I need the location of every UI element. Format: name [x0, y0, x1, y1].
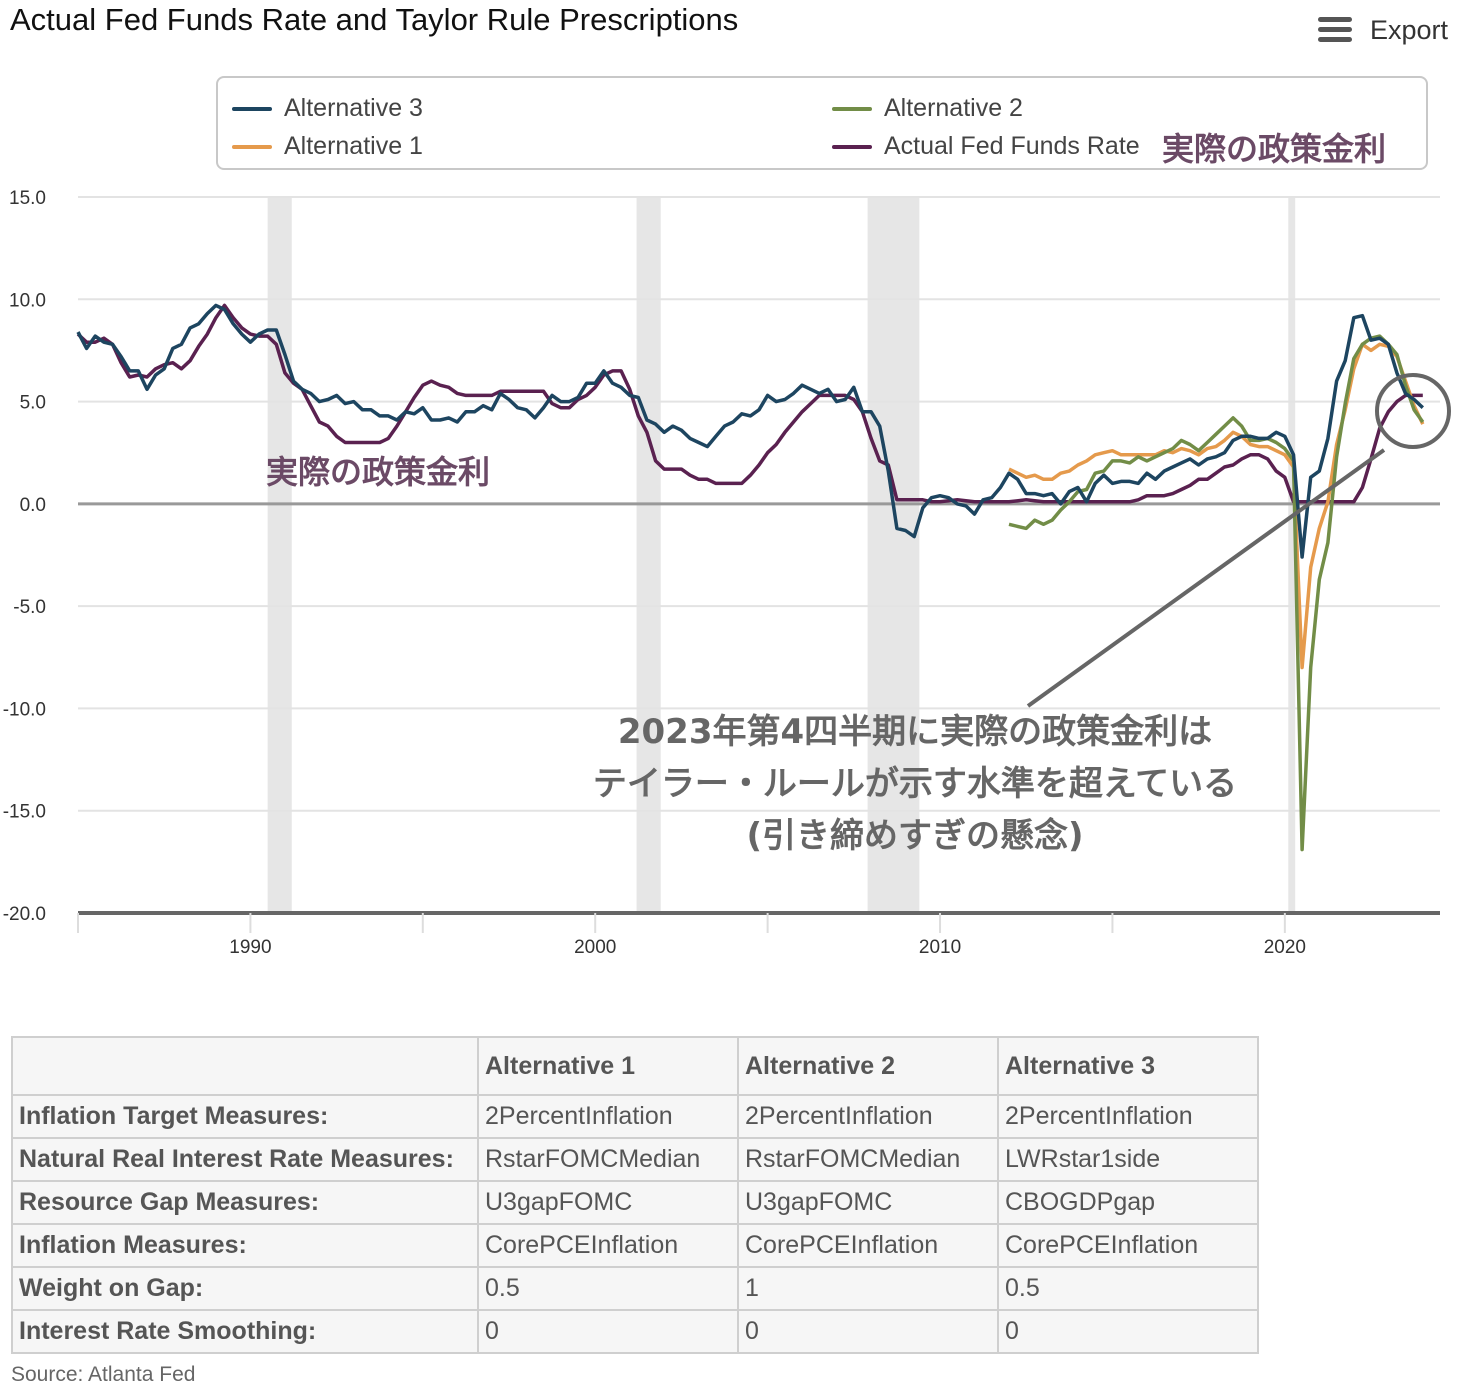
y-tick-label: -15.0 — [3, 802, 46, 823]
legend-item-alternative-1[interactable]: Alternative 1 — [232, 132, 423, 161]
export-button[interactable]: Export — [1318, 10, 1448, 50]
table-row-label: Weight on Gap: — [11, 1266, 479, 1311]
series-line-alternative-1 — [1008, 342, 1425, 670]
legend-item-actual-fed-funds-rate[interactable]: Actual Fed Funds Rate — [832, 132, 1140, 161]
annotation-left-label: 実際の政策金利 — [266, 453, 490, 491]
recession-band — [636, 197, 661, 913]
annotation-note-line-3: (引き締めすぎの懸念) — [746, 816, 1083, 856]
table-cell: CBOGDPgap — [997, 1180, 1259, 1225]
export-label: Export — [1370, 14, 1449, 45]
table-header-cell: Alternative 1 — [477, 1036, 739, 1096]
line-chart: 15.0 10.0 5.0 0.0 -5.0 -10.0 -15.0 -20.0 1990 20… — [3, 188, 1451, 958]
legend-item-alternative-3[interactable]: Alternative 3 — [232, 94, 423, 123]
table-cell: 1 — [737, 1266, 999, 1311]
legend-swatch — [832, 106, 872, 111]
table-cell: U3gapFOMC — [477, 1180, 739, 1225]
table-row: Resource Gap Measures: U3gapFOMC U3gapFO… — [11, 1180, 1259, 1225]
table-header-cell — [11, 1036, 479, 1096]
table-cell: 2PercentInflation — [737, 1094, 999, 1139]
y-tick-label: 5.0 — [20, 393, 46, 414]
table-row: Inflation Measures: CorePCEInflation Cor… — [11, 1223, 1259, 1268]
x-tick-label: 2000 — [574, 937, 616, 958]
legend-label: Alternative 1 — [284, 132, 423, 160]
table-row: Interest Rate Smoothing: 0 0 0 — [11, 1309, 1259, 1354]
table-cell: U3gapFOMC — [737, 1180, 999, 1225]
recession-band — [1288, 197, 1296, 913]
series-line-actual-fed-funds-rate — [76, 303, 1423, 504]
table-row-label: Natural Real Interest Rate Measures: — [11, 1137, 479, 1182]
table-cell: CorePCEInflation — [737, 1223, 999, 1268]
source-note: Source: Atlanta Fed — [11, 1363, 196, 1386]
legend-label: Actual Fed Funds Rate — [884, 132, 1140, 160]
parameters-table: Alternative 1 Alternative 2 Alternative … — [11, 1036, 1259, 1354]
x-tick-label: 2010 — [919, 937, 961, 958]
legend-annotation: 実際の政策金利 — [1162, 130, 1387, 168]
legend-label: Alternative 3 — [284, 94, 423, 122]
recession-bands — [267, 197, 1296, 913]
table-row-label: Interest Rate Smoothing: — [11, 1309, 479, 1354]
table-header-row: Alternative 1 Alternative 2 Alternative … — [11, 1036, 1259, 1096]
legend-swatch — [232, 144, 272, 149]
y-tick-label: -20.0 — [3, 904, 46, 925]
recession-band — [867, 197, 920, 913]
y-tick-label: -5.0 — [13, 597, 46, 618]
series-lines — [76, 303, 1425, 852]
menu-icon — [1318, 17, 1352, 43]
table-cell: 0 — [737, 1309, 999, 1354]
chart-legend: Alternative 3 Alternative 2 Alternative … — [216, 76, 1428, 170]
legend-item-alternative-2[interactable]: Alternative 2 — [832, 94, 1023, 123]
table-cell: 0.5 — [477, 1266, 739, 1311]
y-tick-label: 10.0 — [9, 290, 46, 311]
y-tick-label: 0.0 — [20, 495, 46, 516]
annotation-note-line-2: テイラー・ルールが示す水準を超えている — [593, 764, 1237, 804]
annotation-circle — [1375, 373, 1451, 449]
legend-label: Alternative 2 — [884, 94, 1023, 122]
annotation-note-line-1: 2023年第4四半期に実際の政策金利は — [618, 712, 1212, 752]
y-tick-label: 15.0 — [9, 188, 46, 209]
table-cell: RstarFOMCMedian — [737, 1137, 999, 1182]
series-line-alternative-2 — [1008, 334, 1425, 852]
table-cell: 2PercentInflation — [477, 1094, 739, 1139]
table-row-label: Inflation Target Measures: — [11, 1094, 479, 1139]
table-row: Natural Real Interest Rate Measures: Rst… — [11, 1137, 1259, 1182]
x-tick-label: 2020 — [1264, 937, 1306, 958]
table-header-cell: Alternative 2 — [737, 1036, 999, 1096]
table-row-label: Resource Gap Measures: — [11, 1180, 479, 1225]
legend-swatch — [232, 106, 272, 111]
annotation-pointer — [1026, 448, 1386, 708]
table-row: Inflation Target Measures: 2PercentInfla… — [11, 1094, 1259, 1139]
table-cell: 0.5 — [997, 1266, 1259, 1311]
series-line-alternative-3 — [76, 303, 1425, 559]
legend-swatch — [832, 144, 872, 149]
x-axis-ticks: 1990 2000 2010 2020 — [77, 913, 1306, 958]
table-cell: LWRstar1side — [997, 1137, 1259, 1182]
table-cell: 0 — [477, 1309, 739, 1354]
y-tick-label: -10.0 — [3, 699, 46, 720]
x-tick-label: 1990 — [229, 937, 271, 958]
recession-band — [267, 197, 292, 913]
table-header-cell: Alternative 3 — [997, 1036, 1259, 1096]
table-row-label: Inflation Measures: — [11, 1223, 479, 1268]
table-cell: 2PercentInflation — [997, 1094, 1259, 1139]
y-axis-ticks: 15.0 10.0 5.0 0.0 -5.0 -10.0 -15.0 -20.0 — [3, 188, 46, 925]
table-cell: RstarFOMCMedian — [477, 1137, 739, 1182]
table-cell: CorePCEInflation — [477, 1223, 739, 1268]
grid-lines — [78, 196, 1440, 915]
table-cell: CorePCEInflation — [997, 1223, 1259, 1268]
table-cell: 0 — [997, 1309, 1259, 1354]
chart-title: Actual Fed Funds Rate and Taylor Rule Pr… — [10, 2, 739, 37]
table-row: Weight on Gap: 0.5 1 0.5 — [11, 1266, 1259, 1311]
